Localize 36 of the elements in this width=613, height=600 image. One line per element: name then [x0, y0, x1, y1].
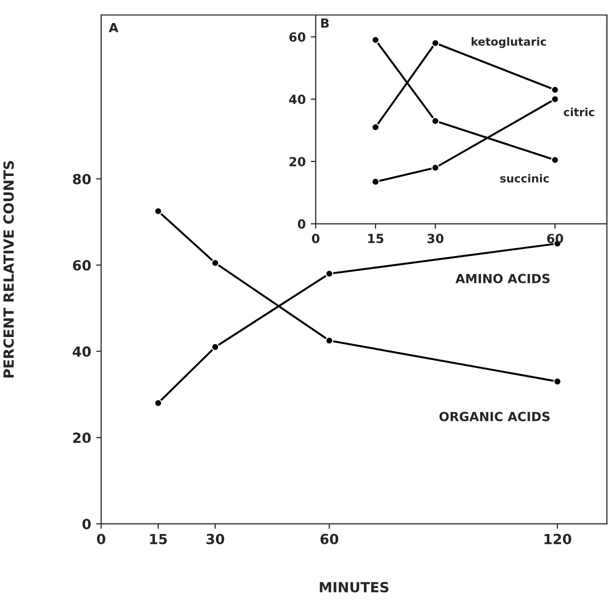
y-tick-label: 0	[298, 219, 306, 229]
x-tick-label: 0	[96, 534, 106, 544]
y-tick-label: 80	[72, 174, 91, 184]
y-axis-title: PERCENT RELATIVE COUNTS	[3, 161, 14, 378]
x-tick-label: 30	[206, 534, 224, 544]
x-tick-label: 30	[427, 234, 444, 244]
point	[154, 207, 162, 216]
y-tick-label: 40	[289, 94, 306, 104]
text: ORGANIC ACIDS	[439, 412, 550, 422]
series-label: citric	[564, 108, 594, 116]
point	[325, 270, 334, 278]
x-tick-label: 15	[150, 534, 167, 544]
x-tick-label: 0	[312, 234, 320, 244]
annotation: B	[321, 18, 329, 28]
y-tick-label: 20	[73, 432, 91, 444]
point	[211, 343, 220, 352]
x-tick-label: 120	[544, 534, 572, 544]
y-tick-label: 40	[72, 346, 91, 357]
x-tick-label: 60	[547, 234, 564, 244]
point	[211, 258, 220, 267]
y-tick-label: 0	[82, 518, 91, 530]
x-axis-title: MINUTES	[320, 582, 388, 592]
series-label: succinic	[500, 174, 549, 183]
point	[372, 178, 380, 186]
y-tick-label: 60	[72, 260, 91, 271]
point	[431, 164, 440, 172]
x-tick-label: 15	[368, 234, 384, 244]
point	[431, 116, 440, 125]
y-tick-label: 20	[290, 156, 306, 166]
point	[553, 378, 562, 386]
point	[431, 39, 440, 48]
x-tick-label: 60	[320, 534, 338, 544]
annotation: A	[108, 23, 118, 32]
series-label: ketoglutaric	[472, 37, 546, 48]
y-tick-label: 60	[289, 32, 306, 42]
series-label: AMINO ACIDS	[455, 274, 550, 284]
